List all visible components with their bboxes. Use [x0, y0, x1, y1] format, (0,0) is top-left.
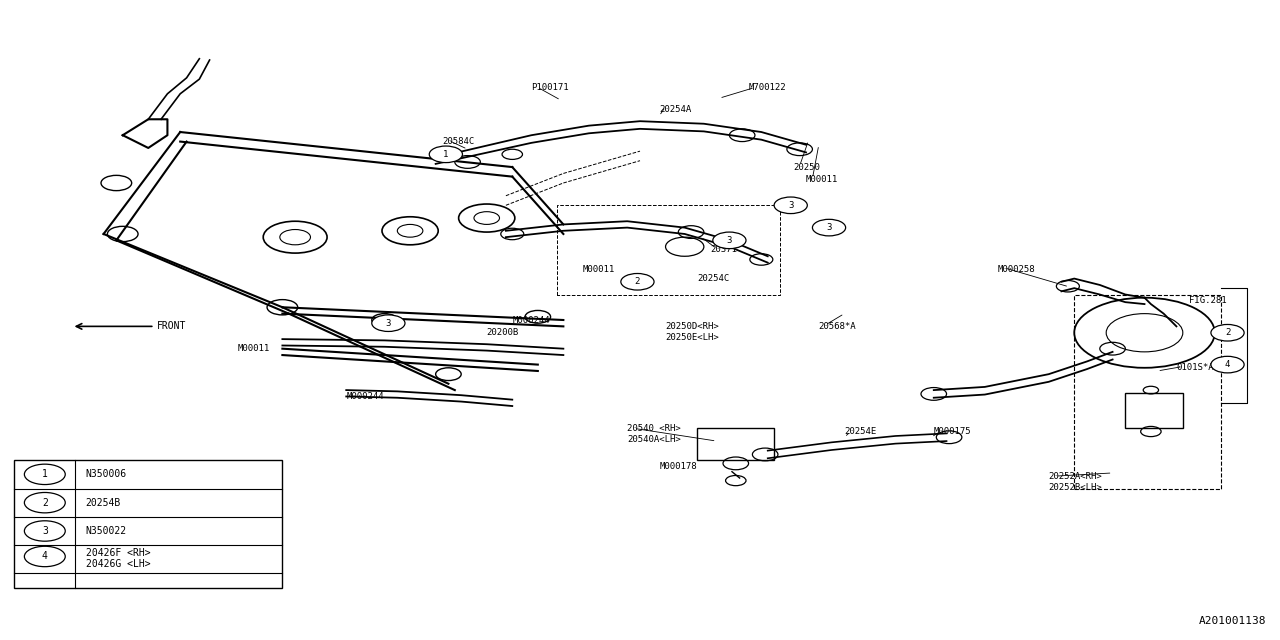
- Text: 3: 3: [727, 236, 732, 245]
- Text: 4: 4: [42, 552, 47, 561]
- Text: 0101S*A-: 0101S*A-: [1176, 364, 1220, 372]
- Text: 2: 2: [635, 277, 640, 286]
- Text: M000258: M000258: [997, 264, 1036, 273]
- Text: A201001138: A201001138: [1198, 616, 1266, 626]
- Text: M000244: M000244: [346, 392, 384, 401]
- Circle shape: [774, 197, 808, 214]
- Text: 1: 1: [443, 150, 448, 159]
- Text: 3: 3: [385, 319, 392, 328]
- Text: 20568*A: 20568*A: [819, 322, 856, 331]
- Circle shape: [1211, 324, 1244, 341]
- Text: M000178: M000178: [659, 462, 696, 471]
- Text: 20254E: 20254E: [845, 427, 877, 436]
- Text: 20584C: 20584C: [442, 137, 475, 146]
- Text: 2: 2: [42, 498, 47, 508]
- Text: M700122: M700122: [749, 83, 786, 92]
- Text: 20540A<LH>: 20540A<LH>: [627, 435, 681, 444]
- Text: 20371: 20371: [710, 245, 737, 255]
- Text: 20252A<RH>: 20252A<RH>: [1048, 472, 1102, 481]
- Circle shape: [813, 220, 846, 236]
- Text: 20540 <RH>: 20540 <RH>: [627, 424, 681, 433]
- Text: FIG.281: FIG.281: [1189, 296, 1226, 305]
- Text: 20250D<RH>: 20250D<RH>: [666, 322, 719, 331]
- Text: 3: 3: [788, 201, 794, 210]
- Circle shape: [429, 146, 462, 163]
- Circle shape: [713, 232, 746, 248]
- Text: 3: 3: [42, 526, 47, 536]
- Bar: [698, 428, 774, 460]
- Text: M000244: M000244: [512, 316, 550, 324]
- Text: M00011: M00011: [582, 264, 614, 273]
- Circle shape: [371, 315, 404, 332]
- Text: M000175: M000175: [934, 427, 972, 436]
- Text: P100171: P100171: [531, 83, 570, 92]
- Text: FRONT: FRONT: [157, 321, 187, 332]
- Bar: [1125, 394, 1183, 428]
- Circle shape: [1211, 356, 1244, 373]
- Text: 20250E<LH>: 20250E<LH>: [666, 333, 719, 342]
- Text: 20426F <RH>: 20426F <RH>: [86, 548, 150, 558]
- Text: 20200B: 20200B: [486, 328, 518, 337]
- Text: 20252B<LH>: 20252B<LH>: [1048, 483, 1102, 492]
- Text: N350006: N350006: [86, 469, 127, 479]
- Text: 3: 3: [827, 223, 832, 232]
- Text: M00011: M00011: [238, 344, 270, 353]
- Text: 20426G <LH>: 20426G <LH>: [86, 559, 150, 568]
- Bar: [14, 460, 283, 588]
- Text: 20254B: 20254B: [86, 498, 120, 508]
- Bar: [1074, 294, 1221, 489]
- Text: 2: 2: [1225, 328, 1230, 337]
- Text: M00011: M00011: [806, 175, 838, 184]
- Text: 4: 4: [1225, 360, 1230, 369]
- Text: 20254C: 20254C: [698, 274, 730, 283]
- Circle shape: [621, 273, 654, 290]
- Text: 20250: 20250: [794, 163, 820, 172]
- Text: 20254A: 20254A: [659, 105, 691, 114]
- Text: N350022: N350022: [86, 526, 127, 536]
- Text: 1: 1: [42, 469, 47, 479]
